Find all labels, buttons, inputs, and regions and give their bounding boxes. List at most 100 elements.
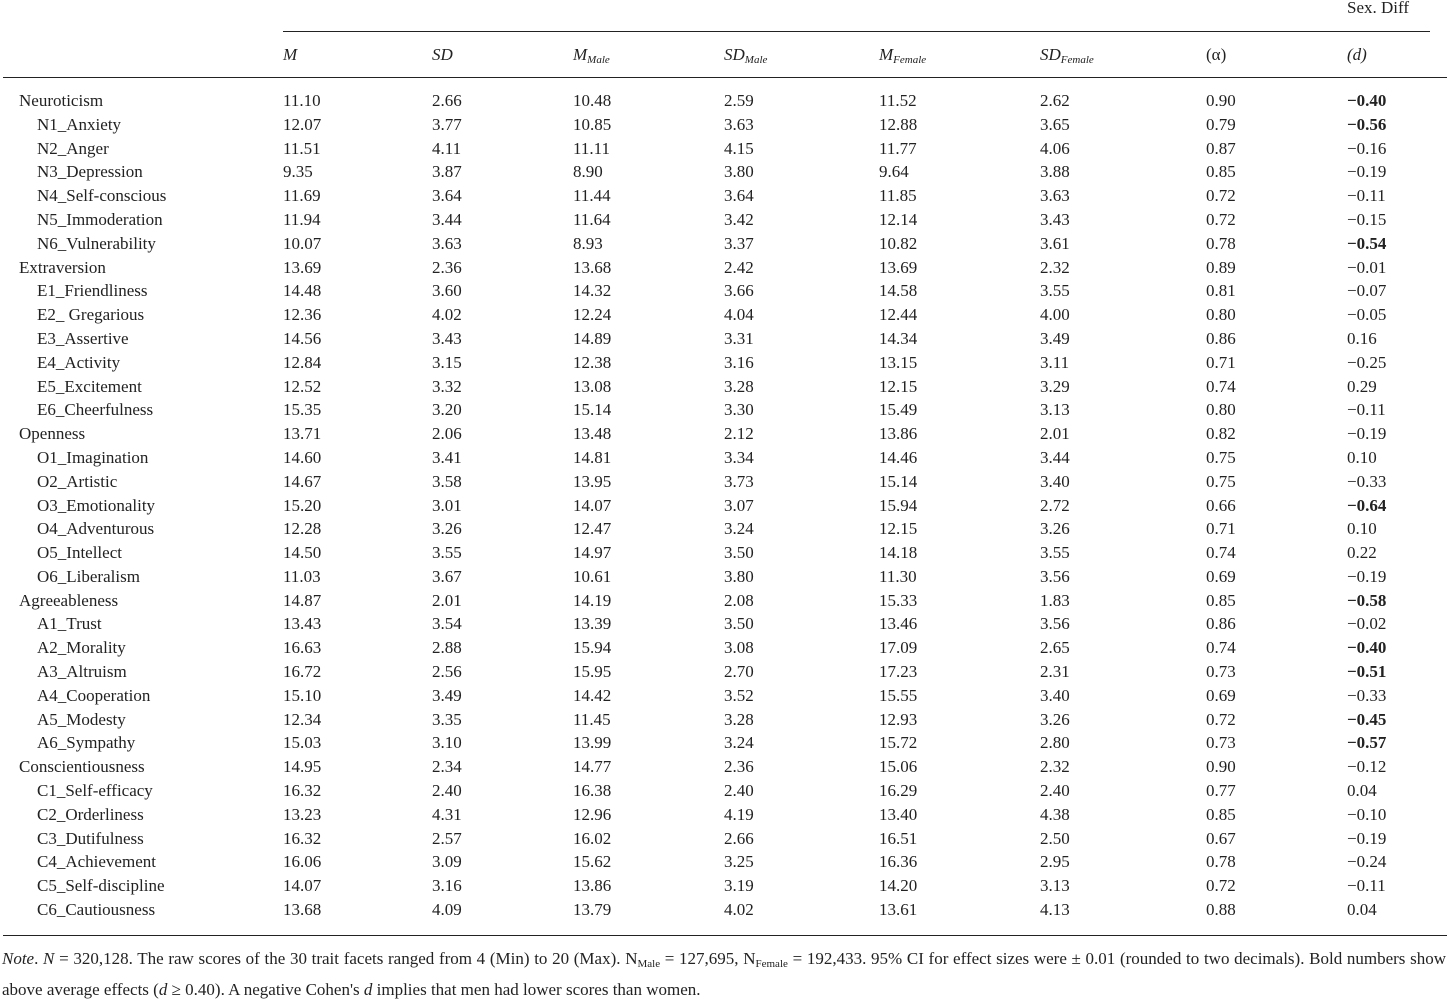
cell: 3.52 <box>724 685 754 705</box>
note-text: implies that men had lower scores than w… <box>372 980 701 999</box>
cell: 4.00 <box>1040 305 1070 325</box>
note-text: d <box>158 980 168 999</box>
cell: 11.77 <box>879 138 917 158</box>
cell: 3.16 <box>724 352 754 372</box>
cell: 12.14 <box>879 209 918 229</box>
cell: 10.82 <box>879 233 918 253</box>
cell: 4.38 <box>1040 804 1070 824</box>
cell: 16.32 <box>283 828 322 848</box>
cell: −0.54 <box>1347 233 1387 253</box>
cell: 3.80 <box>724 162 754 182</box>
cell: 2.34 <box>432 757 462 777</box>
cell: 15.10 <box>283 685 322 705</box>
cell: 3.28 <box>724 709 754 729</box>
row-label: Conscientiousness <box>19 757 145 777</box>
cell: −0.40 <box>1347 91 1387 110</box>
note-text: Female <box>755 958 788 970</box>
row-label: N3_Depression <box>37 162 143 182</box>
cell: 3.29 <box>1040 376 1070 396</box>
cell: 0.72 <box>1206 709 1236 729</box>
cell: 2.08 <box>724 590 754 610</box>
cell: 10.48 <box>573 91 612 110</box>
cell: 3.66 <box>724 281 754 301</box>
cell: 14.19 <box>573 590 612 610</box>
cell: 0.75 <box>1206 471 1236 491</box>
cell: 0.73 <box>1206 733 1236 753</box>
cell: 4.02 <box>724 900 754 919</box>
cell: 14.32 <box>573 281 612 301</box>
cell: 14.07 <box>573 495 612 515</box>
cell: 15.06 <box>879 757 918 777</box>
column-header: (d) <box>1347 45 1367 65</box>
cell: −0.16 <box>1347 138 1387 158</box>
cell: 14.34 <box>879 328 918 348</box>
cell: 10.07 <box>283 233 322 253</box>
row-label: C2_Orderliness <box>37 804 144 824</box>
cell: 11.45 <box>573 709 611 729</box>
cell: 0.72 <box>1206 186 1236 206</box>
row-label: Extraversion <box>19 257 106 277</box>
row-label: C6_Cautiousness <box>37 900 156 919</box>
cell: −0.19 <box>1347 566 1387 586</box>
cell: −0.19 <box>1347 424 1387 444</box>
cell: 3.24 <box>724 733 754 753</box>
cell: 17.09 <box>879 638 918 658</box>
cell: 11.69 <box>283 186 321 206</box>
column-header: SDFemale <box>1040 45 1094 70</box>
cell: 3.50 <box>724 614 754 634</box>
cell: 3.63 <box>724 114 754 134</box>
cell: 16.72 <box>283 662 322 682</box>
cell: 3.56 <box>1040 566 1070 586</box>
cell: 11.94 <box>283 209 321 229</box>
row-label: O4_Adventurous <box>37 519 155 539</box>
cell: 0.82 <box>1206 424 1236 444</box>
cell: 3.64 <box>432 186 462 206</box>
cell: 3.13 <box>1040 400 1070 420</box>
cell: 13.46 <box>879 614 918 634</box>
cell: 2.65 <box>1040 638 1070 658</box>
cell: 14.60 <box>283 447 322 467</box>
cell: 3.11 <box>1040 352 1070 372</box>
cell: 4.11 <box>432 138 462 158</box>
cell: 14.58 <box>879 281 918 301</box>
cell: 9.35 <box>283 162 313 182</box>
row-label: N5_Immoderation <box>37 209 163 229</box>
cell: 14.48 <box>283 281 322 301</box>
cell: 3.34 <box>724 447 754 467</box>
cell: 3.41 <box>432 447 462 467</box>
cell: −0.25 <box>1347 352 1387 372</box>
cell: 2.80 <box>1040 733 1070 753</box>
cell: 16.38 <box>573 781 612 801</box>
row-label: E1_Friendliness <box>37 281 148 301</box>
cell: 15.94 <box>879 495 918 515</box>
cell: 2.40 <box>1040 781 1070 801</box>
cell: 0.90 <box>1206 757 1236 777</box>
cell: 2.72 <box>1040 495 1070 515</box>
row-label: Openness <box>19 424 86 444</box>
column-header: (α) <box>1206 45 1226 65</box>
cell: 3.55 <box>1040 543 1070 563</box>
row-label: O5_Intellect <box>37 543 122 563</box>
cell: 0.89 <box>1206 257 1236 277</box>
cell: 16.06 <box>283 852 322 872</box>
cell: 3.44 <box>432 209 462 229</box>
cell: 12.96 <box>573 804 612 824</box>
row-label: N2_Anger <box>37 138 109 158</box>
cell: 0.85 <box>1206 590 1236 610</box>
cell: 3.25 <box>724 852 754 872</box>
cell: −0.33 <box>1347 685 1387 705</box>
cell: 12.24 <box>573 305 612 325</box>
cell: 14.77 <box>573 757 612 777</box>
cell: 3.10 <box>432 733 462 753</box>
cell: 2.40 <box>432 781 462 801</box>
cell: 17.23 <box>879 662 918 682</box>
row-label: C1_Self-efficacy <box>37 781 153 801</box>
cell: 2.62 <box>1040 91 1070 110</box>
rule <box>3 77 1447 78</box>
cell: 15.20 <box>283 495 322 515</box>
cell: 14.18 <box>879 543 918 563</box>
cell: 3.24 <box>724 519 754 539</box>
note-text: . <box>34 949 44 968</box>
cell: 0.69 <box>1206 685 1236 705</box>
cell: −0.01 <box>1347 257 1387 277</box>
